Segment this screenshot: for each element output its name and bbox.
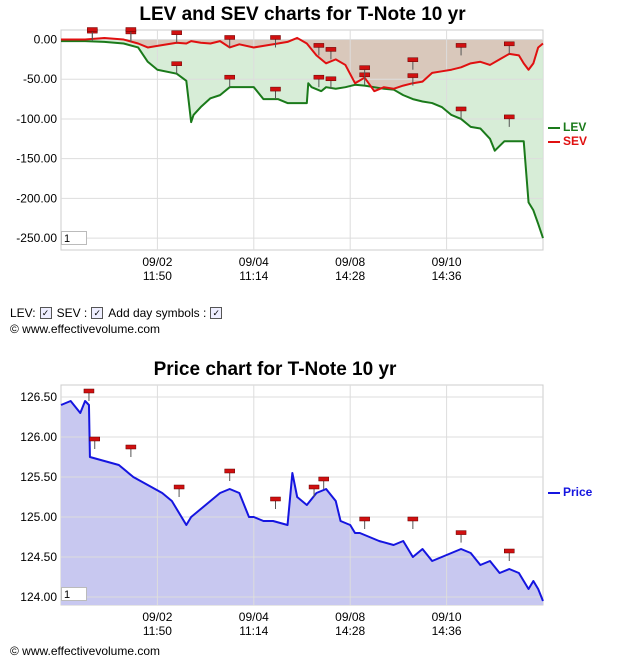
price-day-marker [125,444,137,457]
lev-sev-day-marker [270,86,281,100]
legend-lev-label: LEV [563,120,587,134]
lev-sev-day-marker [171,61,182,74]
price-day-marker [407,516,419,529]
lev-sev-day-marker [407,57,419,70]
legend-lev-swatch [548,126,560,129]
lev-sev-x-tick-time: 11:50 [143,269,172,283]
price-day-marker [455,530,467,543]
sev-checkbox[interactable]: ✓ [91,307,104,319]
lev-sev-day-marker [270,35,281,48]
lev-sev-day-marker [455,106,467,119]
price-day-marker [504,548,515,561]
lev-sev-day-marker [504,114,515,127]
legend-price-label: Price [563,485,593,499]
price-x-tick-date: 09/04 [239,610,269,624]
lev-sev-day-marker [455,43,467,56]
lev-sev-day-marker [87,27,98,40]
lev-sev-y-tick-label: -100.00 [16,112,57,126]
lev-sev-y-tick-label: -50.00 [23,72,57,86]
price-price-line [60,400,544,602]
price-y-tick-label: 125.00 [20,510,57,524]
lev-sev-sev-line [61,36,544,93]
lev-sev-x-tick-time: 14:36 [432,269,462,283]
price-day-marker [359,516,370,529]
lev-sev-x-tick-date: 09/04 [239,255,269,269]
price-chart: 126.50 126.00 125.50 125.00 124.50 124.00 09/0… [20,384,544,638]
sev-toggle-label: SEV : [56,306,88,320]
price-x-tick-date: 09/10 [432,610,462,624]
day-symbols-label: Add day symbols : [108,306,207,320]
copyright-top: © www.effectivevolume.com [10,322,161,336]
price-zoom-input[interactable]: 1 [61,587,87,601]
lev-sev-x-tick-time: 11:14 [239,269,268,283]
price-x-tick-date: 09/08 [335,610,365,624]
lev-sev-chart: 0.00 -50.00 -100.00 -150.00 -200.00 -250.00 09… [16,27,544,283]
lev-sev-day-marker [224,74,235,88]
price-x-tick-time: 14:28 [335,624,365,638]
lev-sev-y-tick-label: -200.00 [16,191,57,205]
day-symbols-checkbox[interactable]: ✓ [210,307,223,319]
lev-sev-lev-area [61,39,543,239]
price-y-tick-label: 124.50 [20,550,57,564]
lev-sev-day-marker [504,41,515,54]
price-x-tick-date: 09/02 [142,610,172,624]
lev-sev-day-marker [171,30,182,43]
legend-sev: SEV [548,134,587,148]
lev-sev-day-marker [325,76,337,89]
lev-sev-x-tick-date: 09/08 [335,255,365,269]
lev-sev-day-marker [313,74,325,88]
lev-sev-sev-area [61,37,543,92]
lev-sev-y-tick-label: 0.00 [34,33,58,47]
price-day-marker [89,436,100,449]
price-price-area [61,401,543,605]
price-x-tick-time: 11:50 [143,624,172,638]
price-x-tick-time: 14:36 [432,624,462,638]
price-day-marker [308,484,320,497]
legend-sev-label: SEV [563,134,588,148]
lev-sev-x-tick-date: 09/10 [432,255,462,269]
price-y-tick-label: 124.00 [20,590,57,604]
legend-lev: LEV [548,120,586,134]
price-chart-title: Price chart for T-Note 10 yr [153,359,397,380]
lev-sev-day-marker [313,43,325,56]
price-day-marker [83,388,95,401]
chart-options: LEV: ✓ SEV : ✓ Add day symbols : ✓ [10,306,225,320]
lev-sev-day-marker [224,35,235,48]
lev-sev-zoom-input[interactable]: 1 [61,231,87,245]
price-y-tick-label: 125.50 [20,470,57,484]
price-day-marker [270,496,281,509]
price-x-tick-time: 11:14 [239,624,268,638]
legend-price: Price [548,485,592,499]
lev-sev-day-marker [325,47,337,60]
lev-sev-x-tick-time: 14:28 [335,269,365,283]
legend-sev-swatch [548,140,560,143]
lev-sev-day-marker [359,65,370,78]
price-y-tick-label: 126.50 [20,390,57,404]
lev-sev-day-marker [125,27,137,40]
price-day-marker [173,484,185,497]
price-day-marker [318,476,329,489]
lev-sev-y-tick-label: -250.00 [16,231,57,245]
price-day-marker [224,468,235,481]
lev-sev-chart-title: LEV and SEV charts for T-Note 10 yr [139,4,466,25]
lev-toggle-label: LEV: [10,306,36,320]
lev-sev-lev-line [61,40,544,239]
price-y-tick-label: 126.00 [20,430,57,444]
lev-sev-y-tick-label: -150.00 [16,152,57,166]
lev-checkbox[interactable]: ✓ [39,307,52,319]
copyright-bottom: © www.effectivevolume.com [10,644,161,658]
lev-sev-x-tick-date: 09/02 [142,255,172,269]
lev-sev-day-marker [407,73,419,86]
legend-price-swatch [548,491,560,494]
